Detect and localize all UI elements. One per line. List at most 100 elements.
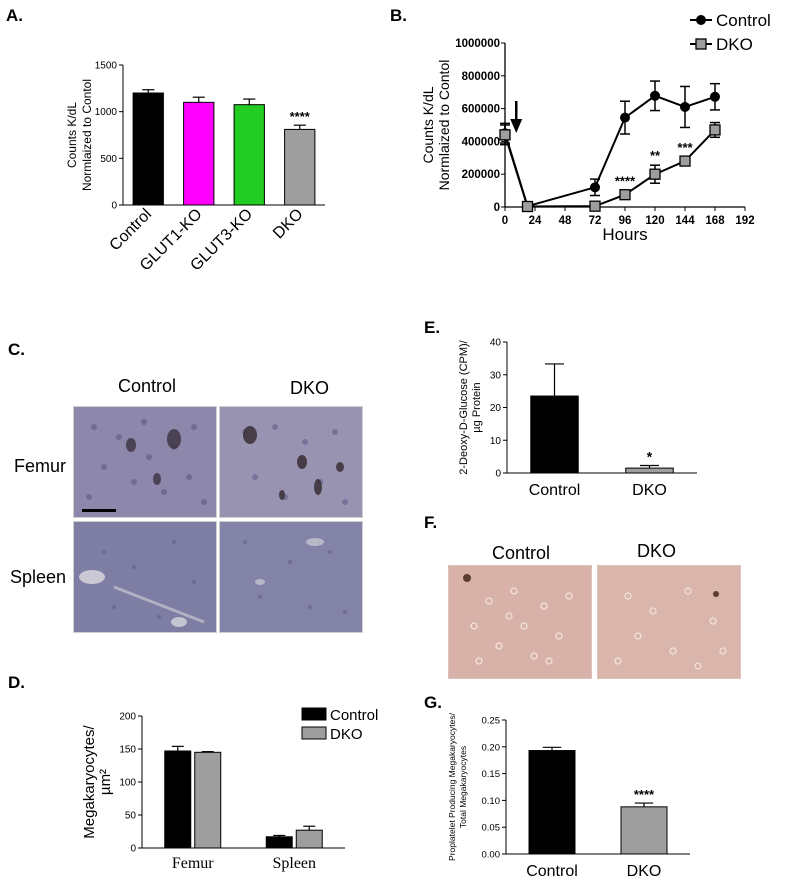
x-tick-label: 192 <box>735 215 754 227</box>
time-arrow-head <box>510 119 523 133</box>
data-point-control <box>680 101 690 112</box>
y-tick-label: 0 <box>494 202 500 214</box>
legend-marker <box>696 15 706 25</box>
y-tick-label: 800000 <box>462 71 500 83</box>
y-tick-label: 1000000 <box>455 38 500 50</box>
y-tick-label: 0.00 <box>482 850 501 861</box>
y-axis-label: Counts K/dL <box>65 102 79 168</box>
micrograph-femur-control <box>73 406 217 518</box>
micrograph-spleen-dko <box>219 521 363 633</box>
significance-marker: **** <box>290 109 311 124</box>
bar-control <box>528 750 576 855</box>
data-point-control <box>590 182 600 193</box>
x-tick-label: 48 <box>559 215 572 227</box>
y-tick-label: 0 <box>111 201 117 212</box>
y-tick-label: 200000 <box>462 169 500 181</box>
y-tick-label: 0 <box>130 844 136 855</box>
y-tick-label: 0.20 <box>482 742 501 753</box>
panel-label-d: D. <box>8 673 25 692</box>
y-tick-label: 100 <box>119 778 136 789</box>
y-axis-label: Counts K/dL <box>420 86 436 163</box>
bar-spleen-control <box>265 836 293 849</box>
bar-dko <box>625 467 674 474</box>
y-tick-label: 0.15 <box>482 769 501 780</box>
data-point-control <box>620 112 630 123</box>
c-row-label-femur: Femur <box>14 456 67 476</box>
micrograph-culture-control <box>448 565 592 679</box>
bar-dko <box>284 128 316 206</box>
bar-glut3-ko <box>233 104 265 206</box>
bar-spleen-dko <box>295 829 323 849</box>
y-tick-label: 200 <box>119 712 136 723</box>
y-axis-label: Megakaryocytes/ <box>81 724 98 838</box>
legend-swatch <box>301 707 327 721</box>
bar-femur-dko <box>194 751 222 849</box>
x-tick-label: Spleen <box>272 855 316 872</box>
y-axis-label: Total Megakaryocytes <box>458 746 468 828</box>
legend-label: DKO <box>330 726 363 743</box>
panel-label-b: B. <box>390 6 407 25</box>
data-point-dko <box>619 189 631 201</box>
y-axis-label: Normlaized to Contol <box>80 79 94 191</box>
x-tick-label: Femur <box>172 855 214 872</box>
chart-e: 0 10 20 30 40 Control DKO * 2-Deoxy-D-Glucose (C… <box>458 338 697 499</box>
x-tick-label: Control <box>526 863 578 880</box>
x-axis-label: Hours <box>602 225 647 244</box>
y-tick-label: 0.05 <box>482 823 501 834</box>
y-tick-label: 1500 <box>95 61 118 72</box>
x-tick-label: 96 <box>619 215 632 227</box>
x-tick-label: 72 <box>589 215 602 227</box>
c-row-label-spleen: Spleen <box>10 567 67 587</box>
f-col-label-control: Control <box>492 543 551 563</box>
data-point-dko <box>709 124 721 136</box>
significance-marker: ** <box>650 148 661 163</box>
y-axis-label: 2-Deoxy-D-Glucose (CPM)/ <box>458 339 470 474</box>
data-point-dko <box>589 200 601 212</box>
data-point-dko <box>499 129 511 141</box>
legend-label: Control <box>716 11 771 30</box>
bar-glut1-ko <box>183 101 215 206</box>
y-axis-label: Proplatelet Producing Megakaryocytes/ <box>447 712 457 861</box>
y-tick-label: 400000 <box>462 136 500 148</box>
y-tick-label: 1000 <box>95 107 118 118</box>
bar-dko <box>620 806 668 855</box>
c-col-label-control: Control <box>118 376 177 396</box>
x-tick-label: 120 <box>645 215 664 227</box>
micrograph-spleen-control <box>73 521 217 633</box>
micrograph-femur-dko <box>219 406 363 518</box>
c-col-label-dko: DKO <box>290 378 330 398</box>
significance-marker: **** <box>615 174 636 189</box>
data-point-dko <box>521 200 534 213</box>
scale-bar <box>82 509 116 512</box>
data-point-dko <box>679 155 691 167</box>
y-axis-label: Normlaized to Contol <box>436 60 452 191</box>
x-tick-label: 24 <box>529 215 542 227</box>
bar-control <box>530 395 579 474</box>
panel-label-f: F. <box>424 513 438 532</box>
panel-label-e: E. <box>424 318 441 337</box>
chart-d: 0 50 100 150 200 Femur Spleen Megakaryocytes/µm… <box>81 707 378 872</box>
bar-femur-control <box>164 750 192 849</box>
y-tick-label: 20 <box>490 403 502 414</box>
bar-control <box>132 92 164 206</box>
y-tick-label: 30 <box>490 370 502 381</box>
x-tick-label: 0 <box>502 215 508 227</box>
micrograph-culture-dko <box>597 565 741 679</box>
f-col-label-dko: DKO <box>637 541 677 561</box>
y-tick-label: 500 <box>100 154 117 165</box>
x-tick-label: DKO <box>632 482 667 499</box>
legend-marker <box>695 38 707 50</box>
legend-swatch <box>301 726 327 740</box>
significance-marker: **** <box>634 787 655 802</box>
x-tick-label: 168 <box>705 215 725 227</box>
legend-label: DKO <box>716 35 753 54</box>
y-axis-label: µg Protein <box>471 382 483 432</box>
x-tick-label: DKO <box>627 863 662 880</box>
legend-label: Control <box>330 707 378 724</box>
y-tick-label: 40 <box>490 338 502 349</box>
y-tick-label: 150 <box>119 745 136 756</box>
y-tick-label: 50 <box>125 811 137 822</box>
chart-b: 0 200000 400000 600000 800000 1000000 0 24 48 72 9… <box>420 11 771 244</box>
significance-marker: *** <box>677 140 693 155</box>
